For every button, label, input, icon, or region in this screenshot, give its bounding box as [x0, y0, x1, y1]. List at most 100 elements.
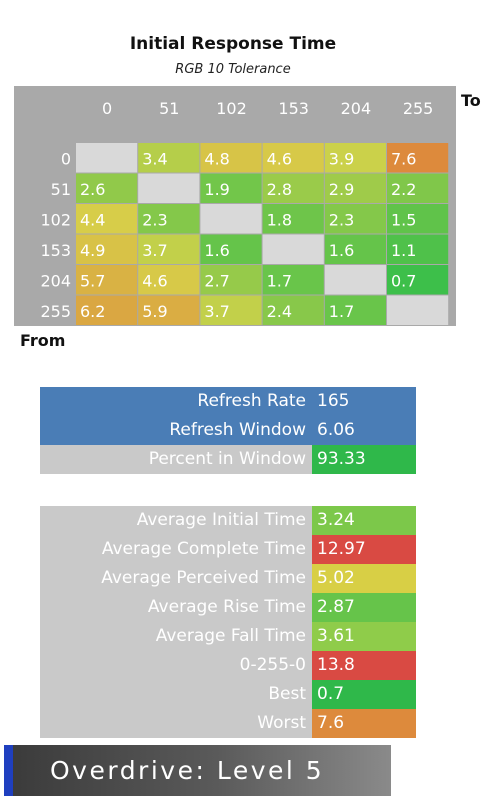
cell-value-label: 3.7 — [142, 241, 167, 260]
stat-row: Worst 7.6 — [40, 709, 416, 738]
heatmap-cell — [387, 204, 449, 234]
heatmap-cell — [324, 265, 386, 295]
cell-value-label: 1.1 — [391, 241, 416, 260]
cell-value-label: 0.7 — [391, 271, 416, 290]
heatmap-cell — [138, 173, 200, 203]
stat-row: Percent in Window 93.33 — [40, 445, 416, 474]
heatmap-cell — [138, 295, 200, 325]
stat-label: Average Rise Time — [40, 593, 312, 622]
x-axis-label: To — [461, 91, 481, 110]
heatmap-matrix: 0 51 102 153 204 255 0 51 102 153 204 255 3.4 4.8 4.6 3… — [14, 86, 456, 326]
heatmap-cell — [262, 143, 324, 173]
y-tick-label: 204 — [40, 271, 71, 290]
stat-row: Average Fall Time 3.61 — [40, 622, 416, 651]
stat-label: Average Initial Time — [40, 506, 312, 535]
stat-label: Average Perceived Time — [40, 564, 312, 593]
stat-value: 3.24 — [312, 506, 416, 535]
cell-value-label: 2.2 — [391, 180, 416, 199]
stat-row: Average Perceived Time 5.02 — [40, 564, 416, 593]
cell-value-label: 3.9 — [329, 149, 354, 168]
cell-value-label: 1.8 — [267, 210, 292, 229]
cell-value-label: 5.7 — [80, 271, 105, 290]
stat-row: 0-255-0 13.8 — [40, 651, 416, 680]
heatmap-cell — [324, 173, 386, 203]
heatmap-cell — [200, 295, 262, 325]
heatmap-cell — [262, 234, 324, 264]
heatmap-cell — [76, 143, 138, 173]
heatmap-cell — [200, 204, 262, 234]
cell-value-label: 4.8 — [204, 149, 229, 168]
stat-label: Worst — [40, 709, 312, 738]
heatmap-cell — [76, 234, 138, 264]
stat-label: Percent in Window — [40, 445, 312, 474]
cell-value-label: 1.9 — [204, 180, 229, 199]
cell-value-label: 1.6 — [329, 241, 354, 260]
cell-value-label: 4.9 — [80, 241, 105, 260]
heatmap-cell — [387, 265, 449, 295]
cell-value-label: 1.7 — [267, 271, 292, 290]
heatmap-cell — [138, 143, 200, 173]
stat-value: 93.33 — [312, 445, 416, 474]
x-tick-label: 204 — [341, 99, 372, 118]
stat-row: Refresh Rate 165 — [40, 387, 416, 416]
cell-value-label: 2.7 — [204, 271, 229, 290]
y-tick-label: 153 — [40, 241, 71, 260]
cell-value-label: 5.9 — [142, 302, 167, 321]
stat-row: Average Initial Time 3.24 — [40, 506, 416, 535]
heatmap-cell — [76, 265, 138, 295]
stat-label: 0-255-0 — [40, 651, 312, 680]
heatmap-cell — [138, 204, 200, 234]
x-tick-label: 255 — [403, 99, 434, 118]
cell-value-label: 3.7 — [204, 302, 229, 321]
footer-title: Overdrive: Level 5 — [50, 756, 325, 785]
footer-accent — [4, 745, 13, 796]
y-tick-label: 102 — [40, 210, 71, 229]
heatmap-svg: 0 51 102 153 204 255 0 51 102 153 204 255 3.4 4.8 4.6 3… — [40, 99, 449, 325]
stat-value: 5.02 — [312, 564, 416, 593]
y-tick-label: 255 — [40, 302, 71, 321]
cell-value-label: 2.6 — [80, 180, 105, 199]
stat-row: Average Complete Time 12.97 — [40, 535, 416, 564]
heatmap-cell — [387, 143, 449, 173]
x-tick-label: 102 — [216, 99, 247, 118]
cell-value-label: 7.6 — [391, 149, 416, 168]
heatmap-cell — [324, 204, 386, 234]
heatmap-cell — [324, 295, 386, 325]
stat-label: Refresh Window — [40, 416, 312, 445]
heatmap-cell — [76, 173, 138, 203]
cell-value-label: 6.2 — [80, 302, 105, 321]
stat-row: Best 0.7 — [40, 680, 416, 709]
refresh-panel: Refresh Rate 165 Refresh Window 6.06 Percent… — [40, 387, 416, 475]
heatmap-cell — [387, 173, 449, 203]
heatmap-cell — [324, 234, 386, 264]
cell-value-label: 4.6 — [267, 149, 292, 168]
cell-value-label: 4.6 — [142, 271, 167, 290]
stat-value: 13.8 — [312, 651, 416, 680]
cell-value-label: 1.6 — [204, 241, 229, 260]
heatmap-cell — [138, 265, 200, 295]
stat-value: 6.06 — [312, 416, 416, 445]
heatmap-cell — [76, 204, 138, 234]
stat-value: 165 — [312, 387, 416, 416]
stats-panel: Average Initial Time 3.24 Average Complete… — [40, 506, 416, 738]
heatmap-cell — [200, 234, 262, 264]
cell-value-label: 1.5 — [391, 210, 416, 229]
y-axis-label: From — [20, 331, 66, 350]
heatmap-cell — [200, 173, 262, 203]
stat-value: 0.7 — [312, 680, 416, 709]
heatmap-cell — [262, 265, 324, 295]
y-tick-label: 0 — [61, 149, 71, 168]
x-tick-label: 0 — [102, 99, 112, 118]
stat-value: 12.97 — [312, 535, 416, 564]
x-tick-label: 51 — [159, 99, 179, 118]
heatmap-cell — [200, 143, 262, 173]
chart-title: Initial Response Time — [129, 34, 337, 54]
stat-label: Refresh Rate — [40, 387, 312, 416]
cell-value-label: 2.3 — [142, 210, 167, 229]
heatmap-cell — [324, 143, 386, 173]
cell-value-label: 3.4 — [142, 149, 167, 168]
cell-value-label: 4.4 — [80, 210, 105, 229]
footer-banner: Overdrive: Level 5 — [4, 745, 391, 796]
stat-value: 2.87 — [312, 593, 416, 622]
stat-label: Average Complete Time — [40, 535, 312, 564]
